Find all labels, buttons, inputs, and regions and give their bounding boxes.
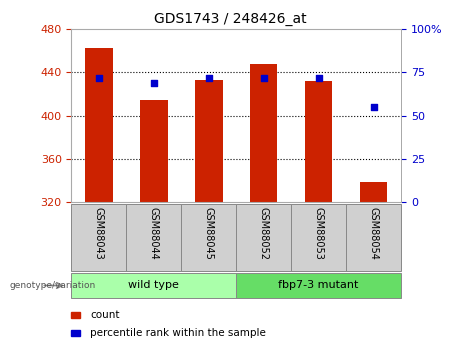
Bar xyxy=(71,330,80,336)
Bar xyxy=(71,312,80,318)
Point xyxy=(260,75,267,80)
Text: GSM88045: GSM88045 xyxy=(204,207,214,260)
Text: GSM88043: GSM88043 xyxy=(94,207,104,260)
Point xyxy=(370,104,377,110)
Bar xyxy=(305,81,332,202)
Point xyxy=(95,75,103,80)
Text: GSM88054: GSM88054 xyxy=(369,207,378,260)
Text: percentile rank within the sample: percentile rank within the sample xyxy=(90,328,266,338)
Text: GSM88053: GSM88053 xyxy=(313,207,324,260)
Text: fbp7-3 mutant: fbp7-3 mutant xyxy=(278,280,359,290)
Bar xyxy=(71,273,236,298)
Bar xyxy=(236,273,401,298)
Bar xyxy=(236,204,291,271)
Bar xyxy=(346,204,401,271)
Bar xyxy=(140,100,168,202)
Bar xyxy=(126,204,181,271)
Point xyxy=(150,80,158,86)
Point xyxy=(205,75,213,80)
Text: count: count xyxy=(90,310,119,319)
Text: GSM88052: GSM88052 xyxy=(259,207,269,260)
Bar xyxy=(360,183,387,202)
Text: GDS1743 / 248426_at: GDS1743 / 248426_at xyxy=(154,12,307,26)
Point xyxy=(315,75,322,80)
Text: GSM88044: GSM88044 xyxy=(149,207,159,260)
Bar xyxy=(195,80,223,202)
Text: wild type: wild type xyxy=(129,280,179,290)
Bar xyxy=(181,204,236,271)
Bar xyxy=(71,204,126,271)
Bar xyxy=(291,204,346,271)
Bar xyxy=(85,48,112,202)
Text: genotype/variation: genotype/variation xyxy=(9,281,95,290)
Bar xyxy=(250,64,278,202)
